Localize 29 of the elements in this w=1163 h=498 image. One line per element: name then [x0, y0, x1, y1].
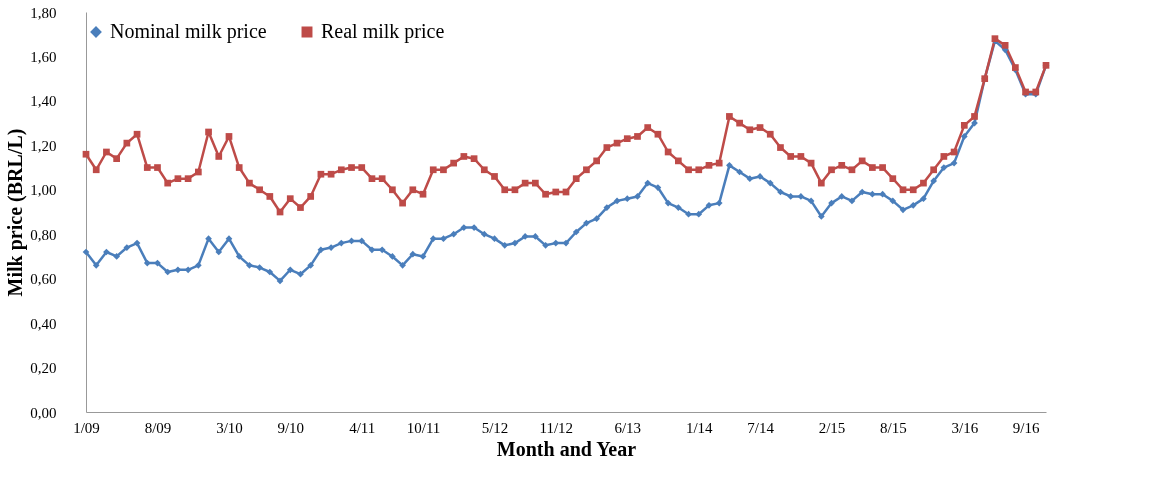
x-axis-title: Month and Year: [496, 437, 637, 460]
y-tick-label: 0,40: [30, 315, 57, 332]
x-tick-label: 1/14: [685, 419, 714, 436]
x-tick-label: 10/11: [406, 419, 441, 436]
y-tick-label: 1,40: [30, 93, 57, 110]
x-tick-label: 1/09: [73, 419, 100, 436]
y-tick-label: 0,00: [30, 404, 57, 421]
y-tick-label: 0,80: [30, 226, 57, 243]
x-tick-label: 8/09: [144, 419, 172, 436]
x-tick-label: 4/11: [349, 419, 376, 436]
x-tick-label: 9/16: [1012, 419, 1040, 436]
y-tick-label: 1,60: [30, 48, 57, 65]
x-tick-label: 3/16: [951, 419, 979, 436]
x-tick-label: 2/15: [818, 419, 846, 436]
y-tick-label: 1,80: [30, 4, 57, 21]
x-tick-label: 11/12: [539, 419, 574, 436]
x-tick-label: 5/12: [481, 419, 509, 436]
y-tick-label: 0,60: [30, 271, 57, 288]
x-tick-label: 3/10: [216, 419, 243, 436]
legend-label: Real milk price: [321, 20, 445, 43]
y-tick-label: 1,00: [30, 182, 57, 199]
x-tick-label: 6/13: [614, 419, 642, 436]
y-tick-label: 1,20: [30, 137, 57, 154]
x-tick-label: 7/14: [747, 419, 775, 436]
x-tick-label: 8/15: [879, 419, 907, 436]
y-tick-label: 0,20: [30, 360, 57, 377]
x-tick-label: 9/10: [277, 419, 305, 436]
legend-label: Nominal milk price: [110, 20, 267, 43]
y-axis-title: Milk price (BRL/L): [4, 128, 28, 297]
